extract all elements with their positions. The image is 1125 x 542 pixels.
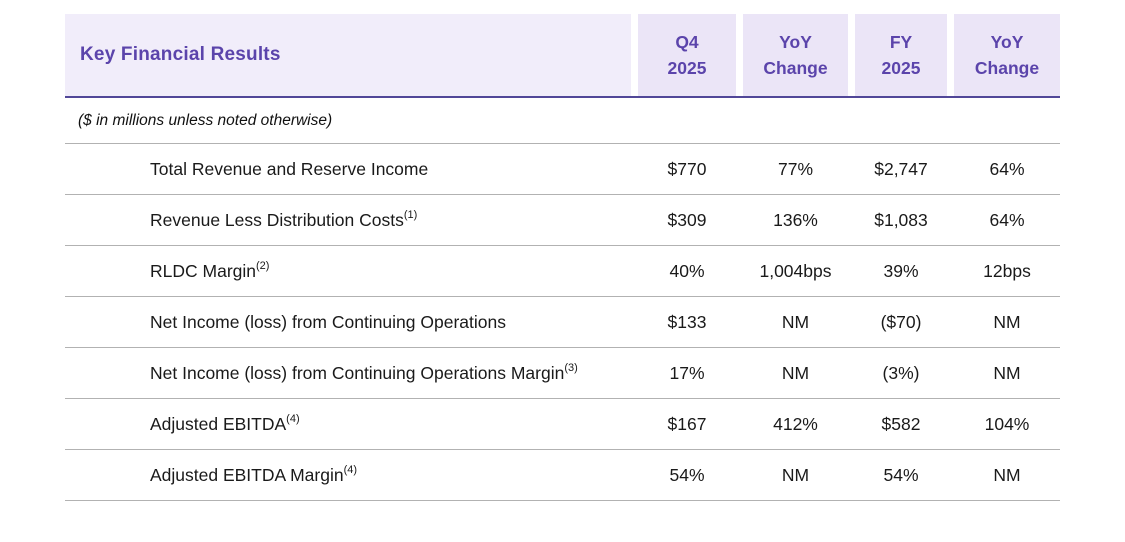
cell-yoy-change-q4: 412% (773, 414, 818, 434)
column-header-line1: YoY (779, 31, 812, 52)
cell-fy-2025: 39% (883, 261, 919, 281)
cell-fy-2025: $582 (881, 414, 921, 434)
cell-yoy-change-fy: 12bps (983, 261, 1031, 281)
footnote-superscript: (1) (403, 209, 418, 222)
cell-yoy-change-fy: 64% (989, 159, 1025, 179)
row-label-text: Adjusted EBITDA(4) (150, 413, 300, 434)
column-header-line2: Change (763, 58, 828, 78)
column-header-line2: 2025 (667, 58, 707, 78)
cell-yoy-change-fy: NM (993, 465, 1021, 485)
cell-yoy-change-q4: 1,004bps (759, 261, 832, 281)
table-row: RLDC Margin(2) 40% 1,004bps 39% 12bps (65, 246, 1060, 297)
cell-q4-2025: $167 (667, 414, 707, 434)
cell-yoy-change-q4: 77% (777, 159, 814, 179)
cell-yoy-change-fy: 64% (989, 210, 1025, 230)
cell-yoy-change-q4: 136% (773, 210, 818, 230)
row-label-text: RLDC Margin(2) (150, 260, 270, 281)
row-label: Adjusted EBITDA(4) (65, 412, 631, 436)
cell-q4-2025: 54% (669, 465, 705, 485)
units-note: ($ in millions unless noted otherwise) (78, 111, 333, 129)
cell-yoy-change-q4: NM (781, 363, 810, 383)
cell-q4-2025: $770 (667, 159, 707, 179)
cell-q4-2025: 17% (669, 363, 705, 383)
cell-yoy-change-q4: NM (781, 312, 810, 332)
cell-q4-2025: 40% (669, 261, 705, 281)
table-header-row: Key Financial Results Q4 2025 YoY Change… (65, 14, 1060, 98)
table-row: Adjusted EBITDA Margin(4) 54% NM 54% NM (65, 450, 1060, 501)
column-header-line2: Change (974, 58, 1040, 78)
cell-fy-2025: ($70) (880, 312, 922, 332)
column-header-line2: 2025 (881, 58, 921, 78)
row-label-text: Adjusted EBITDA Margin(4) (150, 464, 358, 485)
cell-q4-2025: $309 (667, 210, 707, 230)
column-header-q4-2025: Q4 2025 (638, 14, 736, 96)
column-header-yoy-change-q4: YoY Change (743, 14, 848, 96)
cell-fy-2025: $2,747 (874, 159, 928, 179)
cell-yoy-change-fy: NM (993, 312, 1021, 332)
row-label: RLDC Margin(2) (65, 259, 631, 283)
table-title: Key Financial Results (65, 14, 631, 96)
row-label-text: Net Income (loss) from Continuing Operat… (150, 362, 578, 383)
cell-yoy-change-fy: NM (993, 363, 1021, 383)
cell-fy-2025: $1,083 (874, 210, 928, 230)
footnote-superscript: (2) (256, 260, 270, 273)
row-label: Net Income (loss) from Continuing Operat… (65, 361, 631, 385)
column-header-fy-2025: FY 2025 (855, 14, 947, 96)
row-label: Total Revenue and Reserve Income (65, 157, 631, 181)
footnote-superscript: (3) (564, 362, 578, 375)
units-note-row: ($ in millions unless noted otherwise) (65, 98, 1060, 144)
column-header-yoy-change-fy: YoY Change (954, 14, 1060, 96)
cell-yoy-change-fy: 104% (984, 414, 1030, 434)
column-header-line1: FY (889, 31, 913, 52)
table-body: Total Revenue and Reserve Income $770 77… (65, 144, 1060, 501)
column-header-line1: Q4 (675, 31, 699, 52)
table-row: Total Revenue and Reserve Income $770 77… (65, 144, 1060, 195)
row-label: Adjusted EBITDA Margin(4) (65, 463, 631, 487)
footnote-superscript: (4) (343, 464, 358, 477)
row-label: Revenue Less Distribution Costs(1) (65, 208, 631, 232)
row-label-text: Net Income (loss) from Continuing Operat… (150, 312, 506, 332)
cell-fy-2025: 54% (883, 465, 919, 485)
cell-yoy-change-q4: NM (781, 465, 810, 485)
cell-fy-2025: (3%) (882, 363, 920, 383)
footnote-superscript: (4) (286, 413, 300, 426)
column-header-line1: YoY (990, 31, 1024, 52)
table-row: Net Income (loss) from Continuing Operat… (65, 297, 1060, 348)
table-row: Net Income (loss) from Continuing Operat… (65, 348, 1060, 399)
financial-results-table: Key Financial Results Q4 2025 YoY Change… (65, 14, 1060, 501)
row-label-text: Revenue Less Distribution Costs(1) (150, 209, 418, 230)
table-row: Adjusted EBITDA(4) $167 412% $582 104% (65, 399, 1060, 450)
table-row: Revenue Less Distribution Costs(1) $309 … (65, 195, 1060, 246)
row-label-text: Total Revenue and Reserve Income (150, 159, 429, 179)
row-label: Net Income (loss) from Continuing Operat… (65, 310, 631, 334)
cell-q4-2025: $133 (667, 312, 707, 332)
